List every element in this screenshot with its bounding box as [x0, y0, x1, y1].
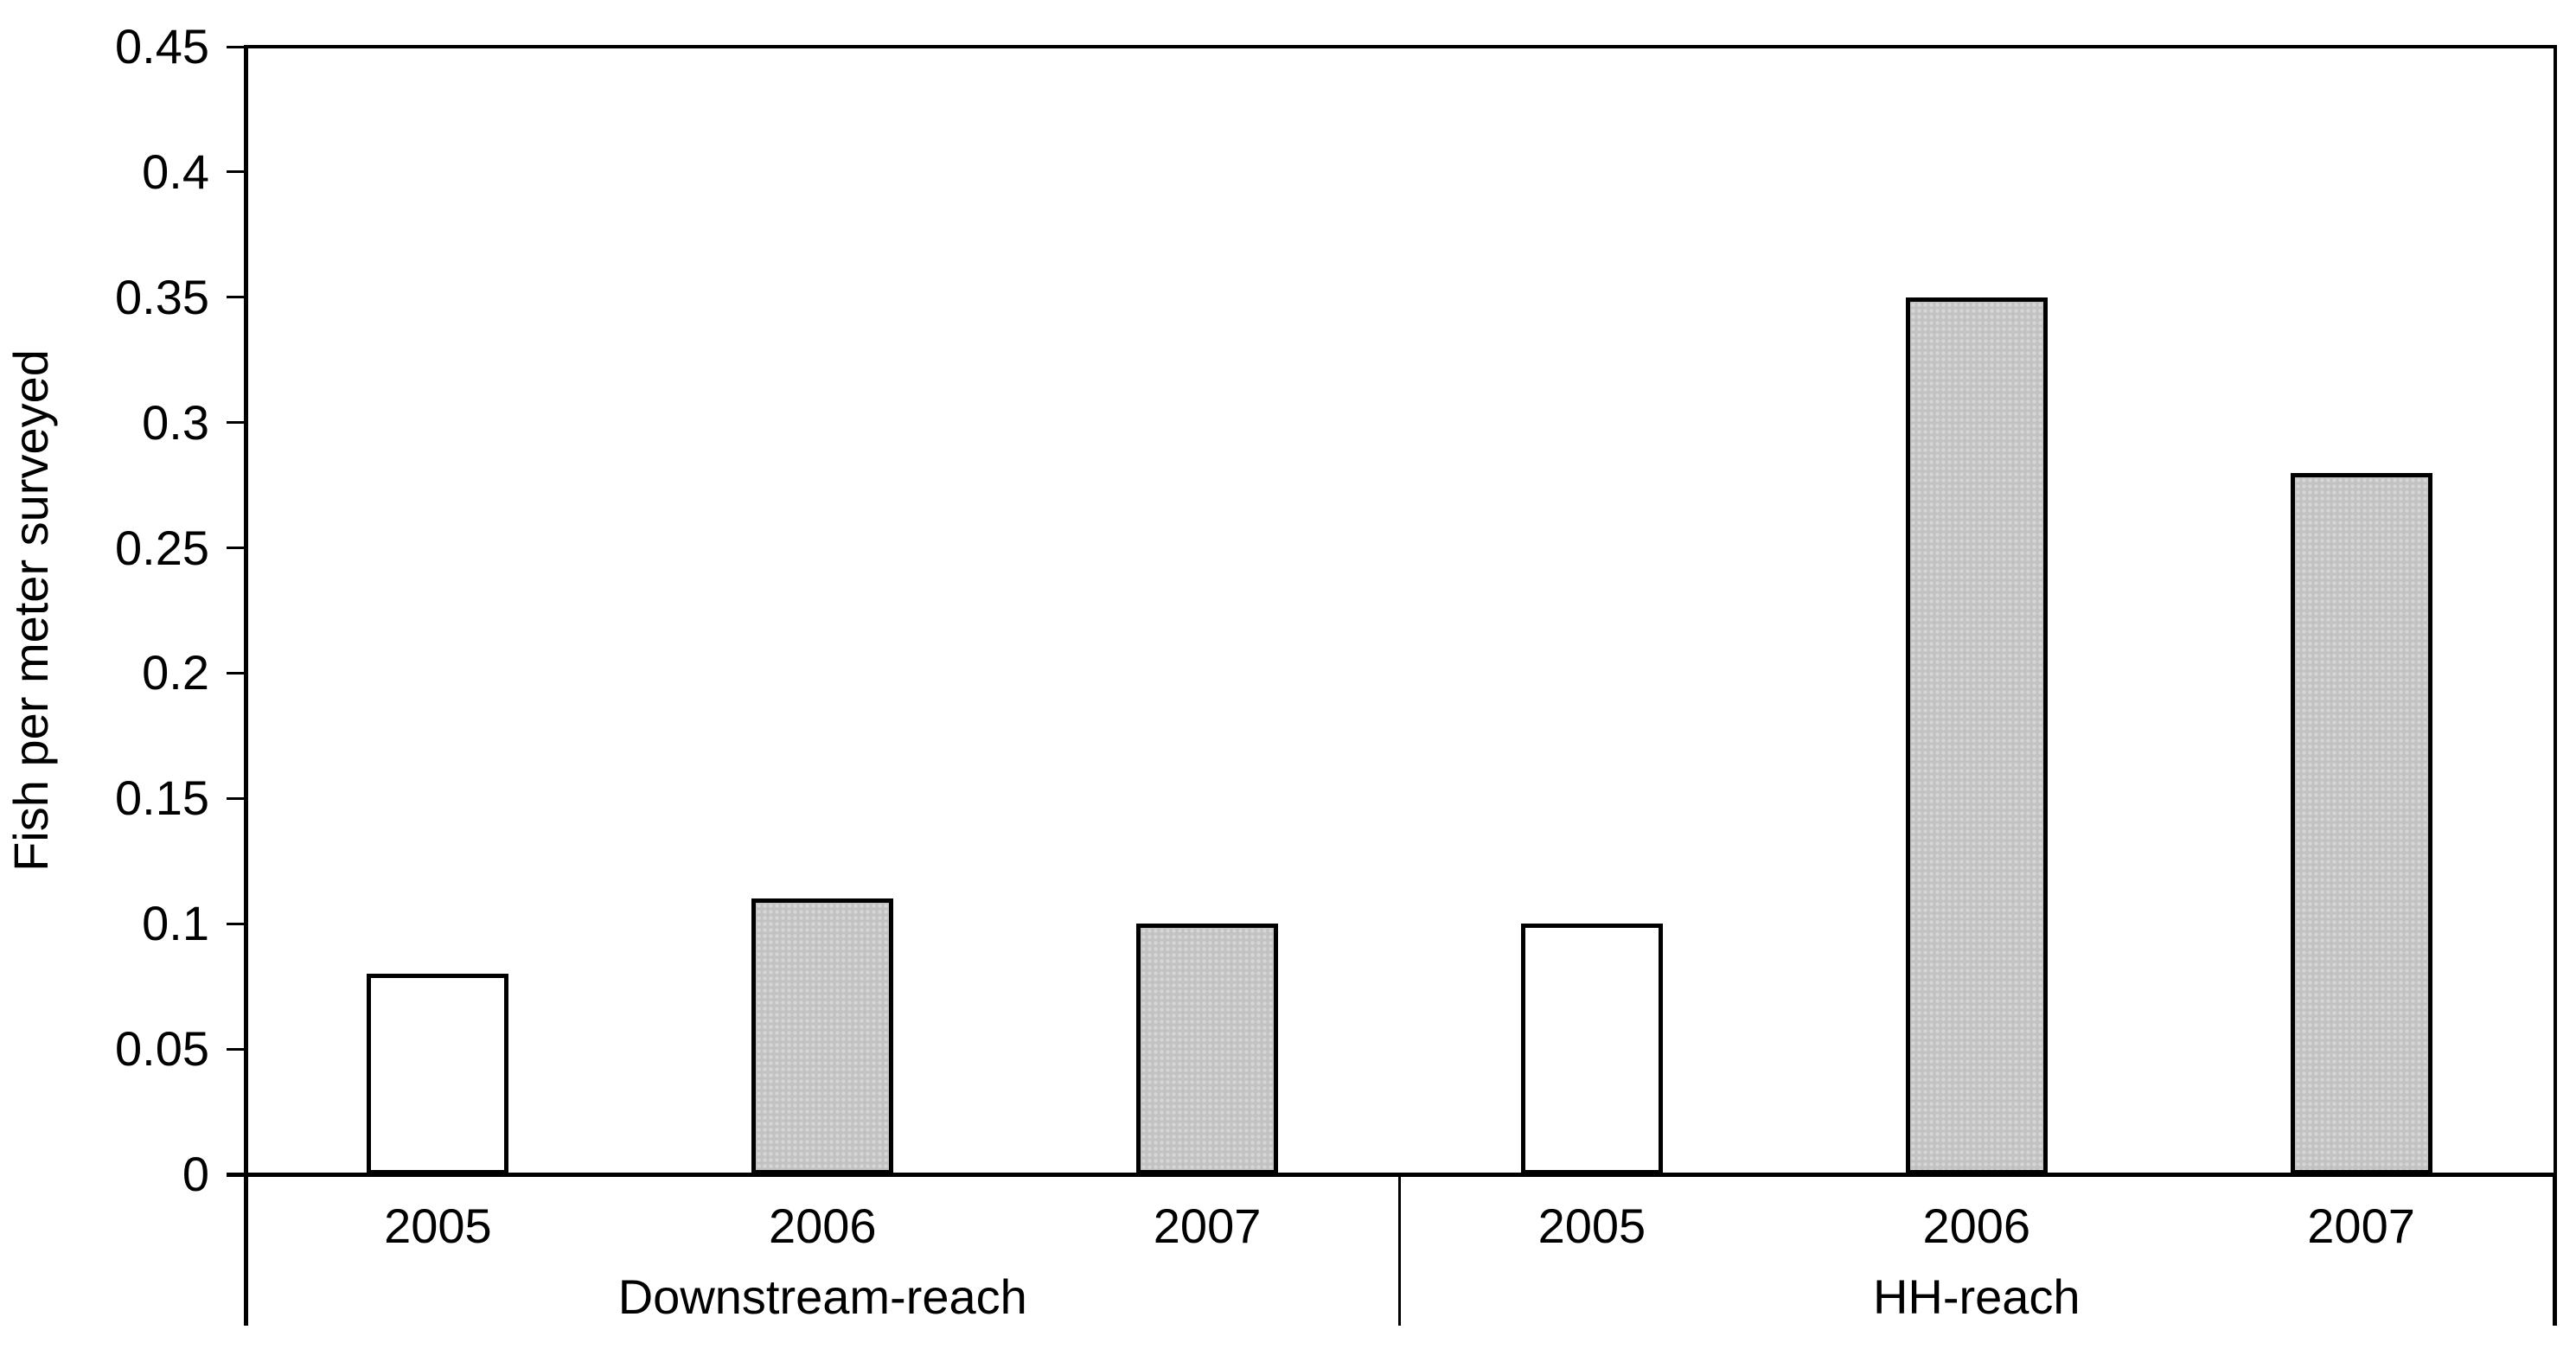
- y-tick: [227, 671, 246, 674]
- bar-hh-reach-2006: [1905, 297, 2048, 1174]
- y-tick-label: 0.05: [115, 1021, 209, 1077]
- bar-downstream-reach-2006: [751, 898, 894, 1174]
- x-tick-label: 2007: [2307, 1199, 2415, 1253]
- group-label: Downstream-reach: [617, 1269, 1027, 1324]
- y-tick-label: 0.35: [115, 269, 209, 324]
- x-tick-label: 2005: [1537, 1199, 1646, 1253]
- y-tick: [227, 45, 246, 48]
- y-tick: [227, 922, 246, 925]
- bar-downstream-reach-2005: [367, 974, 509, 1174]
- x-tick-label: 2005: [384, 1199, 492, 1253]
- bar-hh-reach-2007: [2290, 472, 2432, 1174]
- x-tick-label: 2006: [1922, 1199, 2031, 1253]
- y-tick-label: 0: [182, 1147, 209, 1201]
- y-tick-label: 0.3: [142, 394, 209, 450]
- y-tick: [227, 796, 246, 800]
- y-tick: [227, 296, 246, 299]
- y-tick: [227, 1047, 246, 1051]
- y-tick-label: 0.25: [115, 520, 209, 575]
- y-tick-label: 0.45: [115, 19, 209, 74]
- y-axis-line: [244, 45, 248, 1326]
- y-tick-label: 0.2: [142, 645, 209, 700]
- y-tick: [227, 547, 246, 550]
- y-tick-label: 0.15: [115, 770, 209, 826]
- y-tick-label: 0.1: [142, 896, 209, 951]
- y-tick-label: 0.4: [142, 144, 209, 199]
- y-tick: [227, 170, 246, 174]
- group-divider: [1398, 1174, 1401, 1326]
- plot-frame-right: [2554, 45, 2557, 1326]
- x-tick-label: 2007: [1153, 1199, 1262, 1253]
- y-tick: [227, 421, 246, 425]
- x-axis-line: [227, 1173, 2554, 1177]
- group-label: HH-reach: [1872, 1269, 2081, 1324]
- plot-frame-top: [246, 45, 2557, 48]
- bar-downstream-reach-2007: [1136, 924, 1279, 1174]
- x-tick-label: 2006: [768, 1199, 877, 1253]
- bar-hh-reach-2005: [1520, 924, 1663, 1174]
